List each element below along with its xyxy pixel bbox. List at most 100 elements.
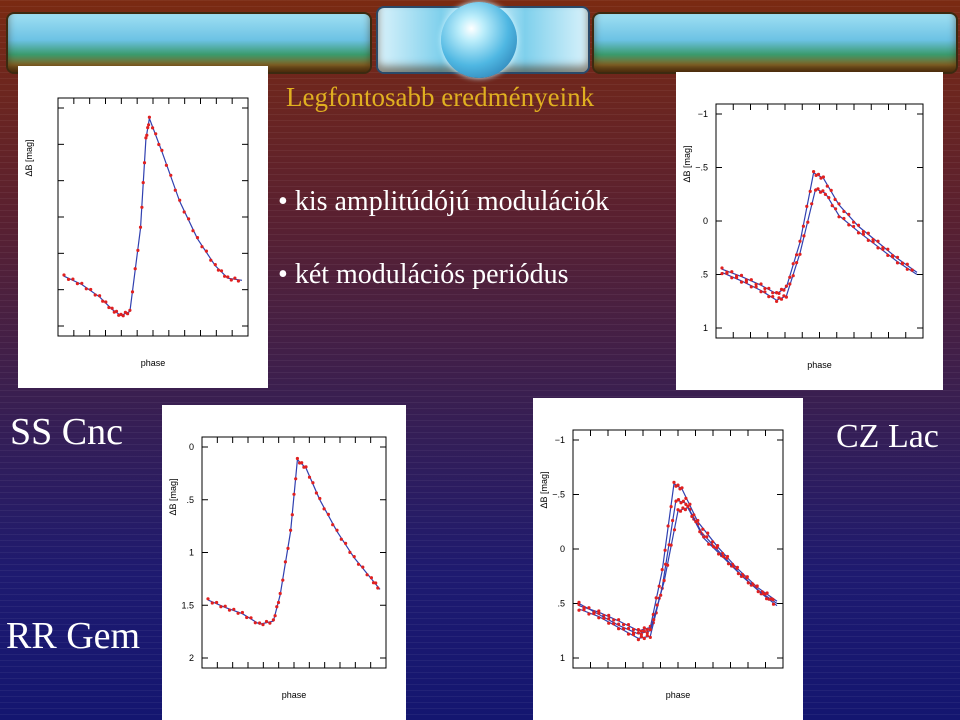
data-point bbox=[631, 627, 636, 632]
data-point bbox=[735, 276, 739, 280]
data-point bbox=[121, 314, 125, 318]
data-point bbox=[910, 268, 914, 272]
data-point bbox=[731, 564, 735, 568]
y-tick-label: .5 bbox=[186, 495, 194, 505]
data-point bbox=[866, 231, 870, 235]
data-point bbox=[98, 294, 102, 298]
data-point bbox=[587, 606, 591, 610]
data-point bbox=[204, 249, 208, 253]
data-point bbox=[759, 290, 763, 294]
chart-ss-cnc: phase ΔB [mag] bbox=[18, 66, 268, 388]
data-point bbox=[216, 268, 220, 272]
data-point bbox=[154, 132, 158, 136]
data-point bbox=[236, 279, 240, 283]
data-point bbox=[592, 611, 596, 615]
data-point bbox=[62, 273, 66, 277]
data-point bbox=[767, 295, 771, 299]
data-point bbox=[657, 584, 661, 588]
model-line bbox=[578, 482, 778, 632]
data-point bbox=[182, 210, 186, 214]
data-point bbox=[694, 520, 698, 524]
data-point bbox=[705, 535, 709, 539]
data-point bbox=[147, 115, 151, 119]
data-point bbox=[84, 287, 88, 291]
data-point bbox=[612, 618, 616, 622]
data-point bbox=[771, 602, 776, 606]
data-point bbox=[209, 258, 213, 262]
data-point bbox=[326, 512, 330, 516]
data-point bbox=[136, 248, 140, 252]
data-point bbox=[759, 282, 763, 286]
data-point bbox=[648, 628, 652, 632]
data-point bbox=[264, 619, 269, 624]
data-point bbox=[648, 635, 652, 639]
data-point bbox=[240, 610, 244, 615]
data-point bbox=[763, 290, 767, 294]
data-point bbox=[818, 190, 823, 194]
data-point bbox=[307, 475, 312, 479]
data-point bbox=[905, 262, 909, 266]
x-axis-label: phase bbox=[282, 690, 307, 700]
data-point bbox=[617, 622, 621, 626]
data-point bbox=[823, 192, 827, 196]
data-point bbox=[300, 461, 304, 465]
data-point bbox=[311, 481, 315, 485]
data-point bbox=[663, 548, 667, 552]
data-point bbox=[314, 491, 318, 495]
data-point bbox=[751, 583, 755, 587]
data-point bbox=[725, 271, 729, 275]
y-tick-label: 0 bbox=[703, 216, 708, 226]
data-point bbox=[236, 611, 240, 615]
data-point bbox=[659, 593, 663, 597]
bullet-item: • két modulációs periódus bbox=[278, 261, 609, 289]
data-point bbox=[245, 615, 249, 620]
data-point bbox=[666, 563, 670, 567]
data-point bbox=[645, 633, 649, 638]
header-banner-right bbox=[592, 12, 958, 74]
data-point bbox=[322, 507, 326, 511]
data-point bbox=[837, 215, 841, 219]
data-point bbox=[223, 274, 227, 278]
y-axis-label: ΔB [mag] bbox=[682, 145, 692, 182]
plot-frame bbox=[201, 436, 387, 669]
data-point bbox=[891, 255, 895, 259]
y-axis-label: ΔB [mag] bbox=[539, 471, 549, 508]
data-point bbox=[227, 608, 232, 612]
data-point bbox=[808, 189, 812, 193]
y-tick-label: .5 bbox=[700, 270, 708, 280]
data-point bbox=[771, 295, 775, 299]
label-ss-cnc: SS Cnc bbox=[10, 411, 123, 453]
data-point bbox=[286, 546, 290, 550]
data-point bbox=[160, 148, 164, 152]
data-point bbox=[771, 598, 775, 602]
data-point bbox=[587, 612, 591, 616]
data-point bbox=[626, 626, 631, 631]
data-point bbox=[779, 287, 784, 291]
data-point bbox=[701, 527, 705, 531]
data-point bbox=[847, 223, 851, 227]
model-line bbox=[63, 116, 243, 317]
data-point bbox=[645, 627, 649, 632]
data-point bbox=[681, 499, 685, 503]
data-point bbox=[666, 524, 670, 528]
data-point bbox=[833, 197, 837, 202]
chart-rr-gem: 0 .5 1 1.5 2 phase ΔB [mag] bbox=[162, 405, 406, 720]
data-point bbox=[631, 631, 636, 635]
data-point bbox=[876, 239, 880, 243]
data-point bbox=[852, 220, 856, 224]
data-point bbox=[802, 234, 806, 238]
data-point bbox=[602, 616, 606, 620]
data-point bbox=[191, 229, 195, 233]
data-point bbox=[782, 294, 786, 298]
data-point bbox=[66, 277, 71, 281]
data-point bbox=[295, 456, 299, 461]
data-point bbox=[827, 196, 831, 200]
data-point bbox=[782, 288, 786, 292]
data-point bbox=[145, 133, 149, 137]
data-point bbox=[226, 275, 230, 279]
data-point bbox=[775, 299, 779, 303]
bullet-glyph: • bbox=[278, 186, 288, 217]
data-point bbox=[642, 626, 646, 630]
data-point bbox=[107, 305, 111, 310]
data-point bbox=[821, 175, 825, 179]
